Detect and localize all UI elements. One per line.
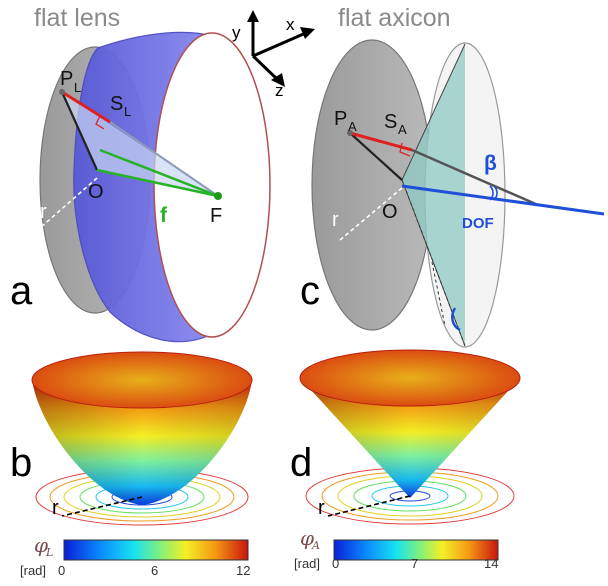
title-flat-lens: flat lens bbox=[34, 4, 120, 32]
panel-label-a: a bbox=[10, 269, 33, 313]
flat-lens-diagram bbox=[39, 31, 271, 343]
colorbar-axicon-unit: [rad] bbox=[294, 556, 320, 571]
colorbar-lens-tick: 12 bbox=[236, 563, 250, 578]
lens-focus-label: F bbox=[210, 205, 222, 227]
panel-label-b: b bbox=[10, 441, 32, 485]
axicon-point-subscript: A bbox=[348, 119, 357, 134]
lens-point-label: P bbox=[60, 68, 73, 90]
axicon-surface-subscript: A bbox=[398, 122, 407, 137]
panel-label-d: d bbox=[290, 441, 312, 485]
colorbar-axicon bbox=[333, 539, 499, 561]
axicon-point-label: P bbox=[334, 108, 347, 130]
axicon-radius-label: r bbox=[332, 209, 339, 231]
axicon-phase-radius-label: r bbox=[318, 497, 325, 519]
lens-surface-label: S bbox=[110, 93, 123, 115]
axis-label-z: z bbox=[275, 81, 284, 100]
lens-phase-surface bbox=[31, 351, 253, 526]
axicon-origin-label: O bbox=[382, 201, 398, 223]
axicon-dof-label: DOF bbox=[462, 215, 494, 232]
colorbar-lens-tick: 0 bbox=[58, 563, 65, 578]
colorbar-axicon-subscript: A bbox=[311, 539, 320, 552]
axicon-surface-label: S bbox=[384, 111, 397, 133]
colorbar-lens-subscript: L bbox=[45, 546, 53, 559]
axis-label-x: x bbox=[286, 15, 295, 34]
colorbar-axicon-tick: 7 bbox=[411, 556, 418, 571]
lens-radius-label: r bbox=[40, 201, 47, 223]
colorbar-axicon-tick: 14 bbox=[484, 556, 498, 571]
lens-origin-label: O bbox=[88, 181, 104, 203]
axicon-angle-label: β bbox=[484, 152, 497, 175]
axicon-phase-surface bbox=[299, 349, 521, 525]
colorbar-axicon-symbol: φ bbox=[300, 526, 314, 550]
colorbar-lens bbox=[63, 539, 249, 561]
lens-focal-label: f bbox=[160, 204, 168, 227]
title-flat-axicon: flat axicon bbox=[338, 4, 451, 32]
axis-label-y: y bbox=[232, 23, 241, 42]
colorbar-lens-symbol: φ bbox=[34, 533, 48, 557]
colorbar-lens-unit: [rad] bbox=[20, 563, 46, 578]
lens-point-subscript: L bbox=[74, 80, 81, 95]
lens-end-cap bbox=[153, 32, 271, 338]
colorbar-axicon-tick: 0 bbox=[332, 556, 339, 571]
flat-axicon-diagram bbox=[311, 39, 605, 348]
axicon-cone-surface bbox=[402, 44, 465, 346]
lens-phase-radius-label: r bbox=[52, 497, 59, 519]
axes-triad bbox=[247, 10, 315, 87]
lens-surface-subscript: L bbox=[124, 104, 131, 119]
panel-label-c: c bbox=[300, 269, 320, 313]
colorbar-lens-tick: 6 bbox=[151, 563, 158, 578]
